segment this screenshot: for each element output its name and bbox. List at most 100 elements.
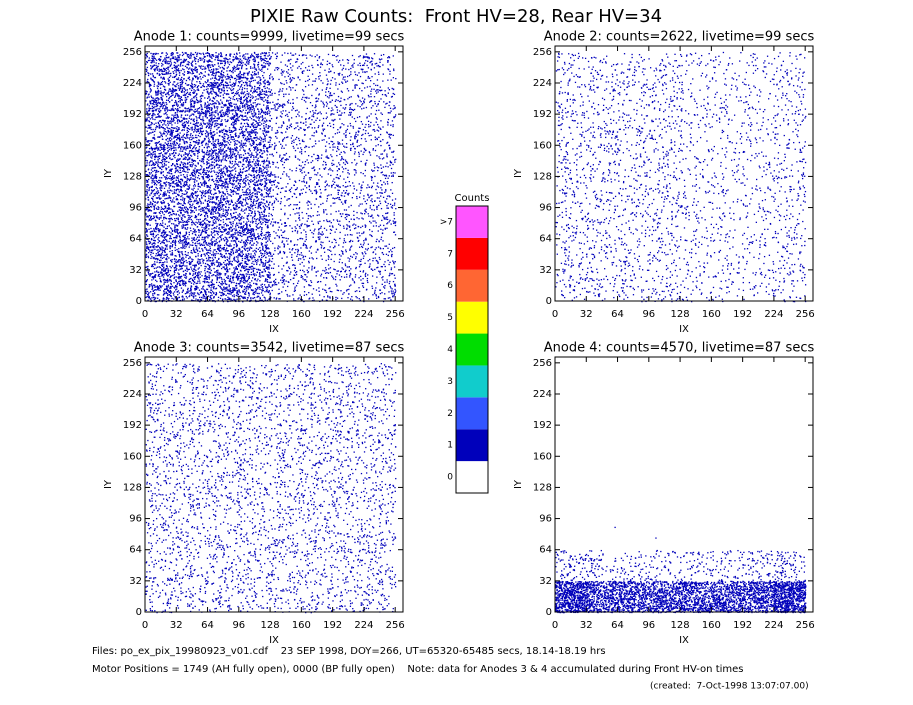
count-dot xyxy=(265,279,266,280)
count-dot xyxy=(207,289,208,290)
count-dot xyxy=(389,251,390,252)
count-dot xyxy=(173,282,174,283)
count-dot xyxy=(383,254,384,255)
count-dot xyxy=(245,258,246,259)
count-dot xyxy=(164,214,165,215)
count-dot xyxy=(150,298,151,299)
count-dot xyxy=(254,268,255,269)
count-dot xyxy=(311,246,312,247)
count-dot xyxy=(232,249,233,250)
count-dot xyxy=(228,253,229,254)
count-dot xyxy=(176,249,177,250)
count-dot xyxy=(237,299,238,300)
count-dot xyxy=(146,257,147,258)
count-dot xyxy=(269,268,270,269)
count-dot xyxy=(166,241,167,242)
count-dot xyxy=(197,272,198,273)
count-dot xyxy=(177,261,178,262)
count-dot xyxy=(180,247,181,248)
count-dot xyxy=(152,295,153,296)
count-dot xyxy=(347,257,348,258)
count-dot xyxy=(175,289,176,290)
count-dot xyxy=(200,259,201,260)
count-dot xyxy=(198,255,199,256)
count-dot xyxy=(170,245,171,246)
count-dot xyxy=(178,277,179,278)
count-dot xyxy=(259,289,260,290)
count-dot xyxy=(391,251,392,252)
count-dot xyxy=(184,277,185,278)
count-dot xyxy=(257,293,258,294)
count-dot xyxy=(194,252,195,253)
footer-motor: Motor Positions = 1749 (AH fully open), … xyxy=(92,664,744,675)
count-dot xyxy=(394,247,395,248)
count-dot xyxy=(237,275,238,276)
count-dot xyxy=(368,244,369,245)
count-dot xyxy=(335,297,336,298)
count-dot xyxy=(253,273,254,274)
count-dot xyxy=(394,294,395,295)
count-dot xyxy=(264,255,265,256)
count-dot xyxy=(176,281,177,282)
count-dot xyxy=(152,273,153,274)
count-dot xyxy=(239,298,240,299)
count-dot xyxy=(247,280,248,281)
count-dot xyxy=(166,286,167,287)
count-dot xyxy=(360,276,361,277)
count-dot xyxy=(341,271,342,272)
count-dot xyxy=(388,297,389,298)
count-dot xyxy=(286,256,287,257)
count-dot xyxy=(322,259,323,260)
count-dot xyxy=(174,247,175,248)
count-dot xyxy=(274,250,275,251)
count-dot xyxy=(342,253,343,254)
count-dot xyxy=(273,281,274,282)
count-dot xyxy=(154,275,155,276)
count-dot xyxy=(298,280,299,281)
count-dot xyxy=(264,297,265,298)
count-dot xyxy=(230,294,231,295)
count-dot xyxy=(218,245,219,246)
count-dot xyxy=(201,292,202,293)
count-dot xyxy=(191,289,192,290)
count-dot xyxy=(350,240,351,241)
count-dot xyxy=(196,245,197,246)
count-dot xyxy=(146,293,147,294)
count-dot xyxy=(148,295,149,296)
count-dot xyxy=(395,290,396,291)
count-dot xyxy=(264,269,265,270)
count-dot xyxy=(179,274,180,275)
count-dot xyxy=(246,244,247,245)
count-dot xyxy=(188,252,189,253)
count-dot xyxy=(225,249,226,250)
count-dot xyxy=(347,266,348,267)
count-dot xyxy=(335,284,336,285)
count-dot xyxy=(311,282,312,283)
count-dot xyxy=(196,287,197,288)
count-dot xyxy=(336,285,337,286)
count-dot xyxy=(261,261,262,262)
count-dot xyxy=(213,268,214,269)
count-dot xyxy=(355,268,356,269)
count-dot xyxy=(339,259,340,260)
count-dot xyxy=(191,295,192,296)
count-dot xyxy=(367,274,368,275)
count-dot xyxy=(209,246,210,247)
count-dot xyxy=(368,248,369,249)
count-dot xyxy=(297,298,298,299)
count-dot xyxy=(239,254,240,255)
count-dot xyxy=(372,246,373,247)
count-dot xyxy=(155,246,156,247)
count-dot xyxy=(216,260,217,261)
count-dot xyxy=(368,260,369,261)
count-dot xyxy=(216,270,217,271)
count-dot xyxy=(175,267,176,268)
count-dot xyxy=(293,278,294,279)
count-dot xyxy=(360,271,361,272)
count-dot xyxy=(369,263,370,264)
count-dot xyxy=(195,273,196,274)
count-dot xyxy=(157,249,158,250)
count-dot xyxy=(166,261,167,262)
count-dot xyxy=(223,283,224,284)
count-dot xyxy=(258,269,259,270)
